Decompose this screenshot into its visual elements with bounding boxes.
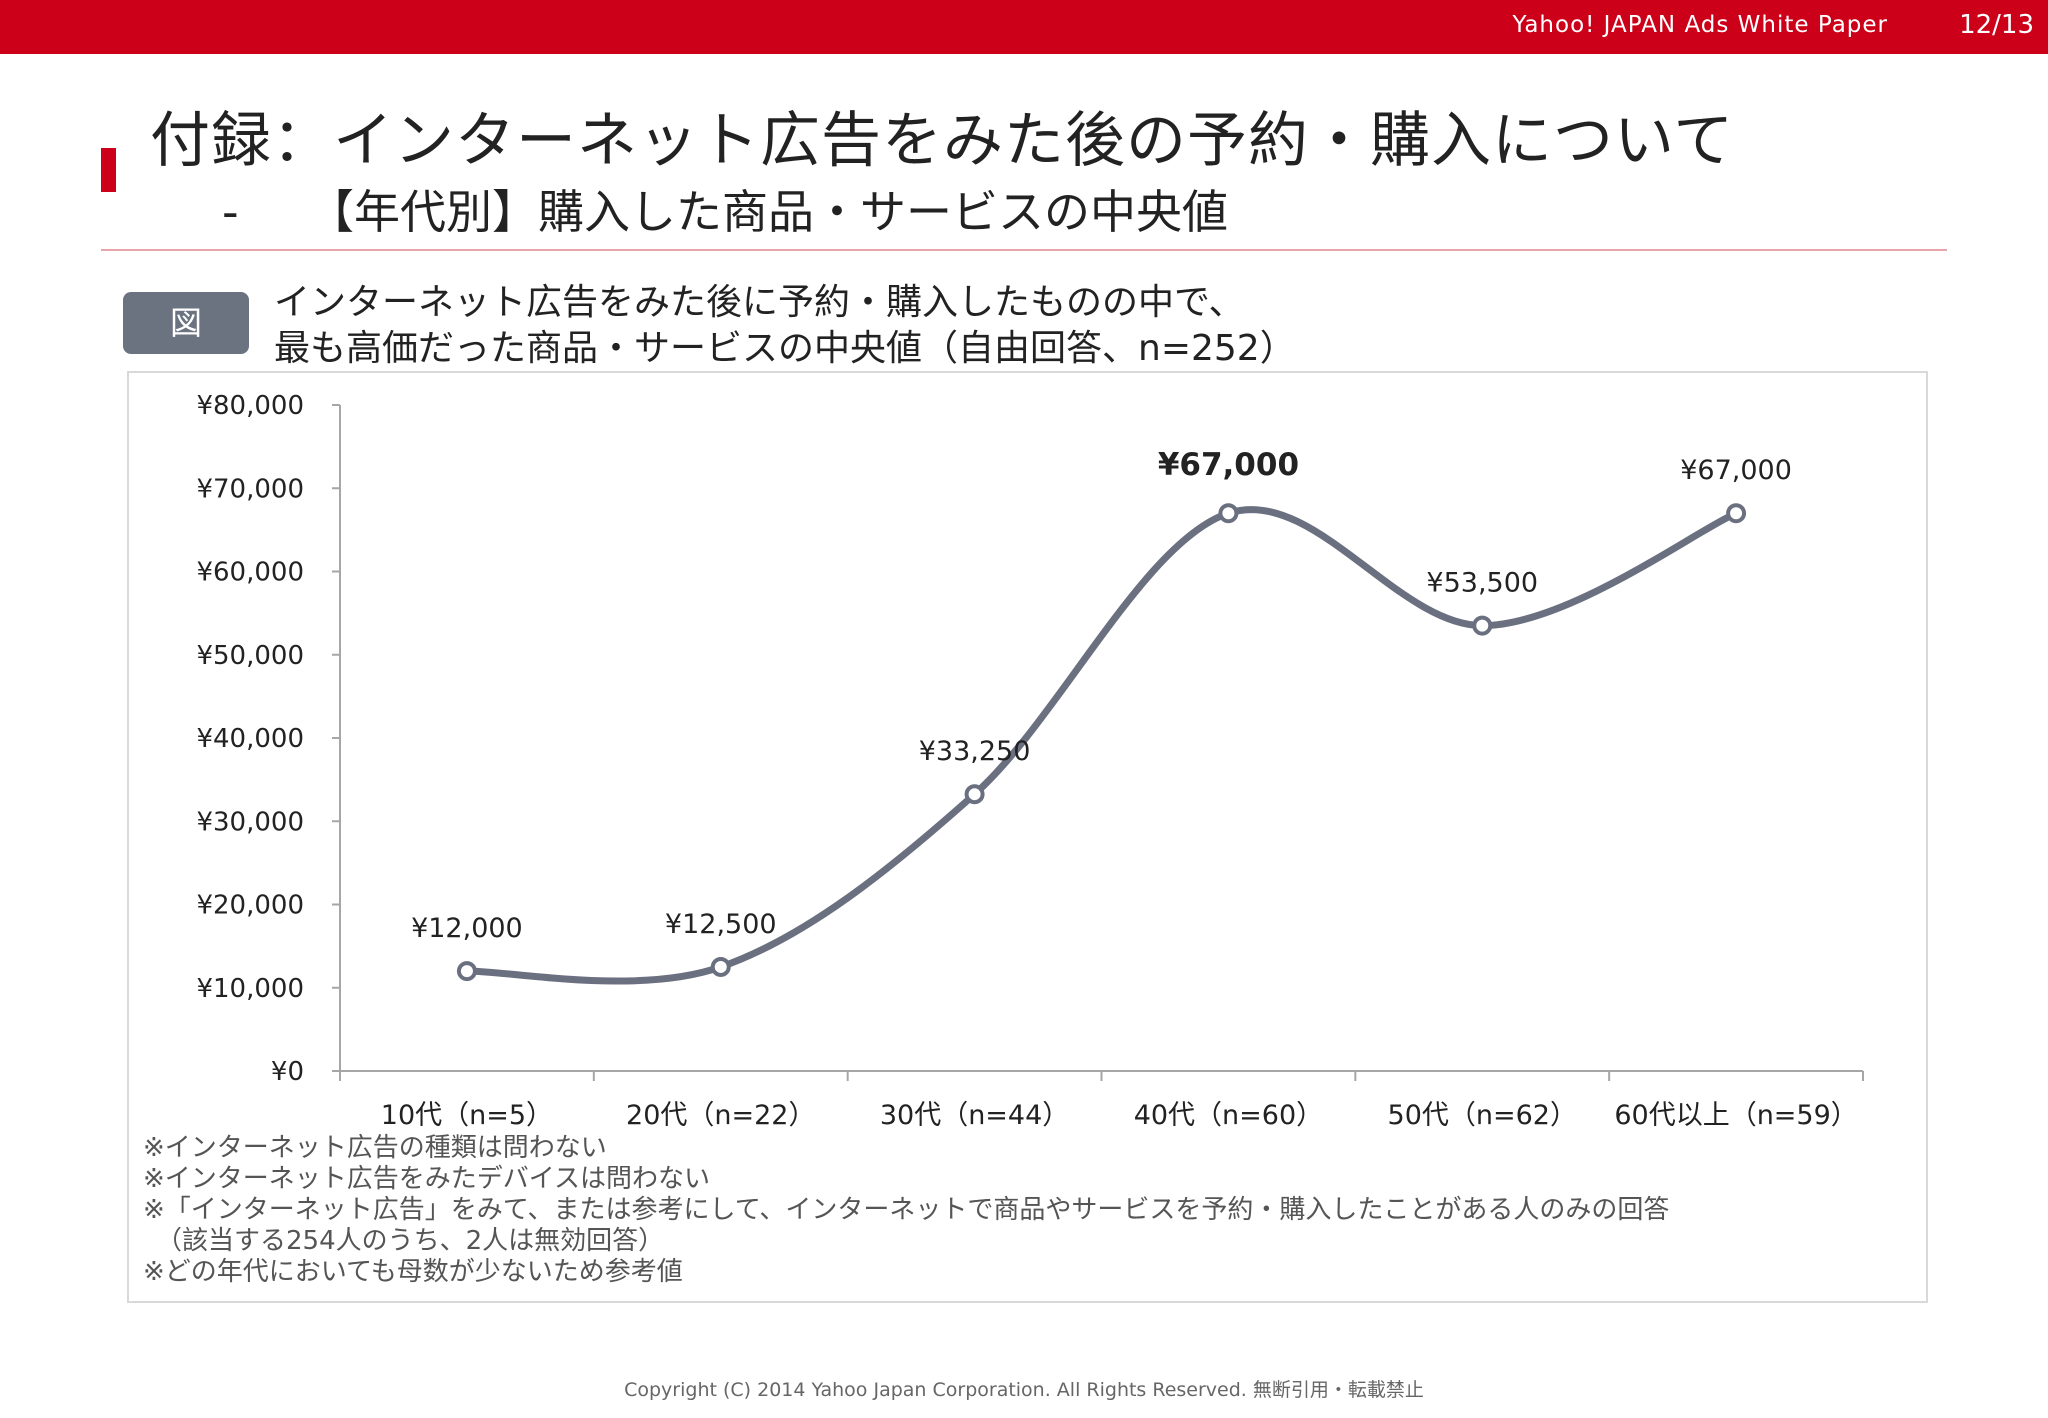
subtitle-text: 【年代別】購入した商品・サービスの中央値 [308,185,1228,239]
y-tick-label: ¥0 [271,1057,304,1087]
figure-caption-line-2: 最も高価だった商品・サービスの中央値（自由回答、n=252） [274,328,1296,369]
data-point [1218,503,1239,524]
data-point [456,961,477,982]
data-point [710,956,731,977]
chart-panel [127,371,1928,1303]
data-point [964,784,985,805]
title-divider [101,249,1947,251]
y-tick-label: ¥70,000 [196,474,304,504]
y-tick-label: ¥80,000 [196,391,304,421]
figure-badge: 図 [123,292,249,354]
note-4: （該当する254人のうち、2人は無効回答） [143,1226,665,1256]
page-number: 12/13 [1959,10,2034,40]
brand-text: Yahoo! JAPAN Ads White Paper [1512,12,1888,38]
page-title: 付録：インターネット広告をみた後の予約・購入について [150,106,1735,176]
top-bar: Yahoo! JAPAN Ads White Paper 12/13 [0,0,2048,54]
y-tick-label: ¥40,000 [196,724,304,754]
subtitle-dash: - [222,185,239,239]
note-5: ※どの年代においても母数が少ないため参考値 [143,1257,683,1287]
data-point [1726,503,1747,524]
note-3: ※「インターネット広告」をみて、または参考にして、インターネットで商品やサービス… [143,1195,1670,1225]
data-point [1472,615,1493,636]
chart-notes: ※インターネット広告の種類は問わない ※インターネット広告をみたデバイスは問わな… [143,1133,1669,1288]
note-1: ※インターネット広告の種類は問わない [143,1133,607,1163]
y-tick-label: ¥30,000 [196,807,304,837]
x-tick-label: 20代（n=22） [626,1100,815,1131]
y-tick-label: ¥10,000 [196,974,304,1004]
data-label: ¥67,000 [1680,455,1792,486]
figure-caption-line-1: インターネット広告をみた後に予約・購入したものの中で、 [274,282,1245,323]
figure-caption: インターネット広告をみた後に予約・購入したものの中で、 最も高価だった商品・サー… [274,280,1296,372]
x-tick-label: 10代（n=5） [381,1100,553,1131]
data-label: ¥12,000 [411,913,523,944]
page-subtitle: - 【年代別】購入した商品・サービスの中央値 [222,176,1228,242]
x-tick-label: 50代（n=62） [1388,1100,1577,1131]
series-line [463,506,1740,985]
x-tick-label: 30代（n=44） [880,1100,1069,1131]
y-tick-label: ¥50,000 [196,641,304,671]
note-2: ※インターネット広告をみたデバイスは問わない [143,1164,711,1194]
y-tick-label: ¥20,000 [196,891,304,921]
x-tick-label: 60代以上（n=59） [1614,1100,1857,1131]
data-label: ¥12,500 [665,909,777,940]
data-label: ¥53,500 [1426,568,1538,599]
data-label: ¥67,000 [1158,447,1299,483]
copyright-footer: Copyright (C) 2014 Yahoo Japan Corporati… [624,1379,1424,1401]
x-tick-label: 40代（n=60） [1134,1100,1323,1131]
y-tick-label: ¥60,000 [196,558,304,588]
data-label: ¥33,250 [919,736,1031,767]
title-accent-bar [101,148,116,192]
